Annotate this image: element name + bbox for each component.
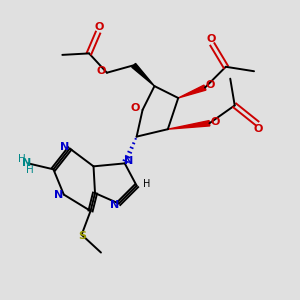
Text: N: N [22, 158, 31, 168]
Text: O: O [97, 66, 106, 76]
Text: N: N [124, 156, 133, 166]
Text: O: O [254, 124, 263, 134]
Polygon shape [168, 121, 210, 129]
Text: N: N [54, 190, 63, 200]
Text: O: O [95, 22, 104, 32]
Text: N: N [60, 142, 69, 152]
Text: H: H [26, 165, 34, 175]
Text: N: N [110, 200, 119, 210]
Text: O: O [206, 80, 215, 90]
Text: H: H [18, 154, 26, 164]
Text: H: H [143, 179, 151, 189]
Text: O: O [210, 117, 220, 127]
Text: O: O [206, 34, 216, 44]
Polygon shape [132, 63, 154, 86]
Polygon shape [178, 85, 206, 98]
Text: S: S [78, 231, 86, 241]
Text: O: O [130, 103, 140, 113]
